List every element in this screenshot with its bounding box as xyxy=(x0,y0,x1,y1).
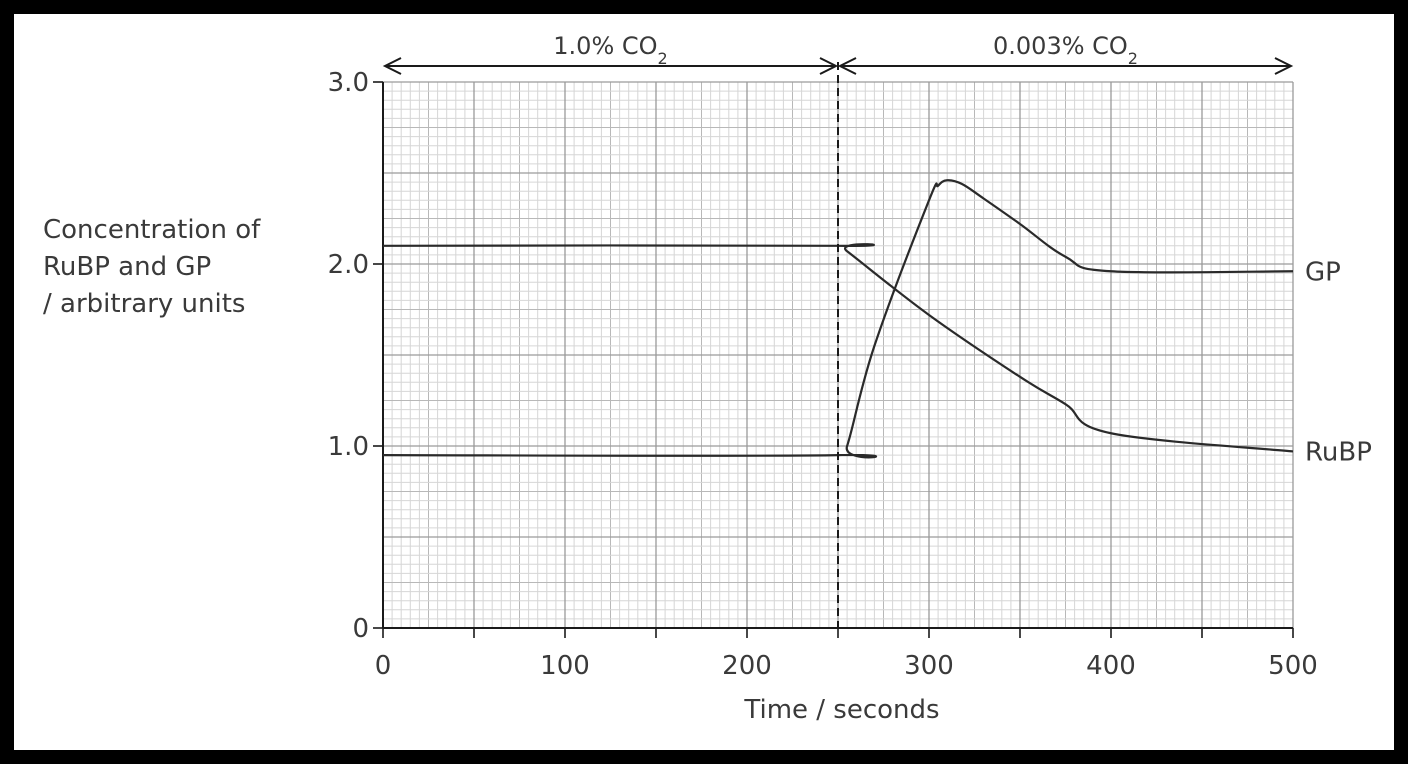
x-tick-label: 0 xyxy=(375,651,392,681)
co2-period-label: 1.0% CO2 xyxy=(553,32,667,68)
y-axis-label-line-1: Concentration of xyxy=(43,215,261,245)
arrow-head-right xyxy=(819,57,839,75)
y-axis-label-line-2: RuBP and GP xyxy=(43,252,212,282)
x-tick-label: 400 xyxy=(1086,651,1136,681)
y-tick-label: 3.0 xyxy=(328,68,369,98)
x-tick-label: 100 xyxy=(540,651,590,681)
y-axis-label: Concentration of RuBP and GP / arbitrary… xyxy=(43,212,303,323)
period-label-bg xyxy=(520,32,701,62)
co2-period-label: 0.003% CO2 xyxy=(993,32,1138,68)
co2-period-2: 0.003% CO2 xyxy=(837,32,1294,75)
period-label-bg xyxy=(975,32,1156,62)
annotation-layer: 1.0% CO2 0.003% CO2 xyxy=(382,32,1294,628)
series-line-gp xyxy=(382,179,1294,459)
series-layer: RuBP GP xyxy=(382,179,1372,467)
y-tick-label: 2.0 xyxy=(328,250,369,280)
arrow-head-left xyxy=(837,57,857,75)
series-end-label-gp: GP xyxy=(1305,257,1341,287)
y-tick-label: 0 xyxy=(352,614,369,644)
co2-period-1: 1.0% CO2 xyxy=(382,32,839,75)
x-tick-label: 500 xyxy=(1268,651,1318,681)
x-tick-label: 300 xyxy=(904,651,954,681)
x-axis-label: Time / seconds xyxy=(743,695,939,725)
arrow-head-right xyxy=(1274,57,1294,75)
series-end-label-rubp: RuBP xyxy=(1305,437,1372,467)
y-axis-label-line-3: / arbitrary units xyxy=(43,289,246,319)
series-line-rubp xyxy=(382,243,1294,453)
x-tick-label: 200 xyxy=(722,651,772,681)
arrow-head-left xyxy=(382,57,402,75)
axes: 0 100 200 300 400 500 0 1.0 2.0 3.0 xyxy=(328,68,1318,681)
y-tick-label: 1.0 xyxy=(328,432,369,462)
